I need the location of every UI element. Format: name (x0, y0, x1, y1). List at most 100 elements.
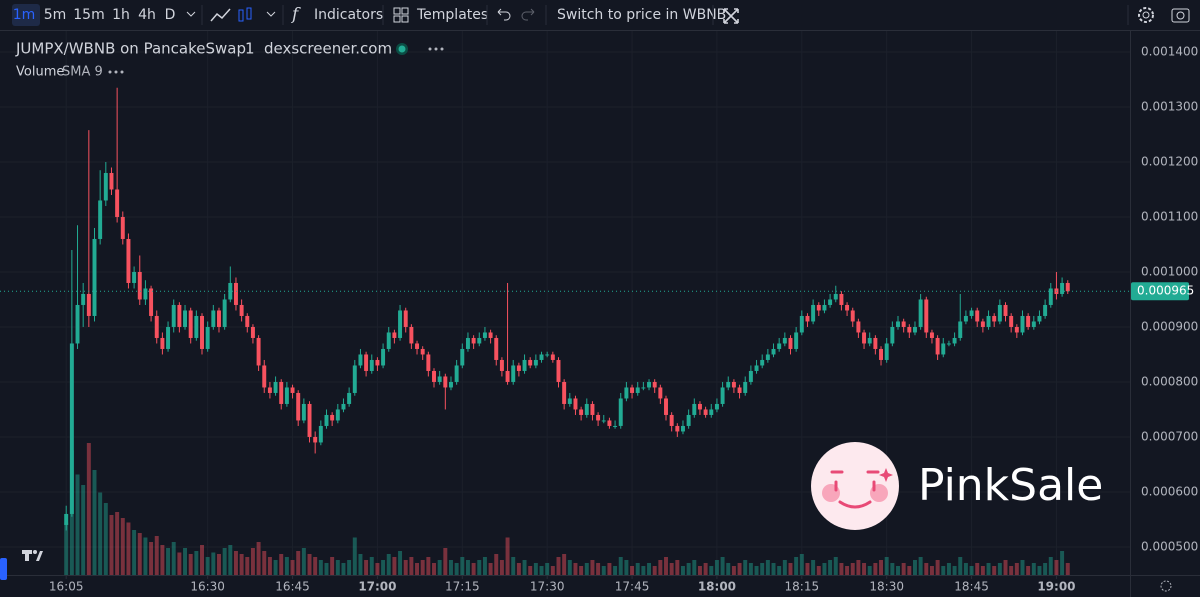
x-tick-label: 16:30 (190, 580, 225, 594)
chevron[interactable] (266, 11, 276, 17)
interval-button[interactable]: 15m (73, 7, 104, 23)
volume-bar (618, 557, 623, 575)
axis-settings-icon[interactable] (1160, 580, 1172, 592)
screenshot-icon[interactable] (1171, 8, 1190, 23)
volume-bar (228, 545, 233, 575)
volume-bar (245, 557, 250, 575)
candle-body (703, 409, 708, 415)
interval-button[interactable]: 5m (44, 7, 67, 23)
fullscreen-icon[interactable] (723, 8, 739, 24)
candle-body (811, 304, 816, 322)
interval-button[interactable]: 1h (112, 7, 130, 23)
candle-body (183, 310, 188, 327)
candle-body (516, 365, 521, 371)
chart-type-icon[interactable] (210, 8, 231, 22)
source-label: dexscreener.com (264, 40, 392, 58)
interval-button[interactable]: 1m (13, 7, 36, 23)
interval-button[interactable]: D (165, 7, 176, 23)
volume-bar (975, 563, 980, 575)
volume-bar (488, 563, 493, 575)
candle-body (907, 326, 912, 333)
candle-body (969, 310, 974, 316)
candle-body (573, 398, 578, 410)
candle-body (420, 348, 425, 355)
candle-body (556, 359, 561, 382)
volume-bar (267, 557, 272, 575)
candle-body (511, 365, 516, 382)
volume-bar (330, 557, 335, 575)
volume-bar (788, 563, 793, 575)
candle-body (986, 315, 991, 327)
volume-bar (929, 566, 934, 575)
candle-body (233, 282, 238, 305)
candle-body (284, 387, 289, 404)
candle-body (1065, 282, 1070, 292)
volume-bar (177, 552, 182, 575)
volume-bar (845, 566, 850, 575)
candle-body (1014, 326, 1019, 333)
x-tick-label: 18:15 (785, 580, 820, 594)
candle-body (946, 343, 951, 345)
volume-bar (765, 560, 770, 575)
volume-bar (669, 563, 674, 575)
volume-label: Volume (16, 65, 64, 80)
volume-bar (149, 542, 154, 575)
candle-body (465, 337, 470, 349)
volume-bar (296, 551, 301, 575)
candle-body (1031, 321, 1036, 327)
volume-bar (918, 557, 923, 575)
volume-bar (607, 563, 612, 575)
more-icon[interactable] (108, 70, 124, 74)
candle-icon[interactable] (238, 7, 252, 22)
candle-body (805, 315, 810, 322)
logo-face (830, 470, 880, 509)
volume-bar (392, 557, 397, 575)
volume-bar (239, 554, 244, 575)
candle-body (267, 387, 272, 393)
volume-bar (273, 560, 278, 575)
chevron[interactable] (186, 11, 196, 17)
candle-body (482, 332, 487, 338)
volume-bar (556, 557, 561, 575)
indicators-button[interactable]: Indicators (314, 7, 383, 23)
interval-button[interactable]: 4h (138, 7, 156, 23)
volume-bar (737, 563, 742, 575)
status-dot (398, 45, 406, 53)
switch-price-button[interactable]: Switch to price in WBNB (557, 7, 726, 23)
volume-bar (64, 522, 69, 575)
volume-bar (862, 563, 867, 575)
candle-body (896, 321, 900, 327)
candle-body (912, 326, 917, 333)
volume-bar (471, 563, 476, 575)
candle-body (618, 398, 623, 426)
candle-body (217, 310, 221, 327)
candle-body (81, 293, 86, 305)
settings-icon[interactable] (1138, 7, 1154, 23)
undo-icon[interactable] (497, 8, 511, 21)
templates-icon[interactable] (393, 7, 409, 23)
y-tick-label: 0.001400 (1141, 44, 1198, 58)
volume-bar (443, 548, 448, 575)
templates-button[interactable]: Templates (416, 7, 488, 23)
volume-bar (1043, 563, 1048, 575)
more-icon[interactable] (428, 47, 444, 51)
volume-bar (907, 566, 912, 575)
volume-bar (714, 560, 719, 575)
candle-body (664, 398, 668, 415)
volume-bar (154, 536, 159, 575)
fx-icon[interactable]: f (290, 5, 301, 25)
volume-bar (1009, 566, 1014, 575)
volume-bar (562, 554, 567, 575)
y-tick-label: 0.000600 (1141, 484, 1198, 498)
side-tab[interactable] (0, 558, 7, 580)
volume-bar (997, 563, 1002, 575)
volume-bar (143, 537, 148, 575)
volume-bar (347, 560, 352, 575)
candle-body (675, 425, 680, 432)
volume-bar (946, 563, 951, 575)
candle-body (952, 337, 957, 344)
candle-body (760, 359, 765, 366)
volume-bar (958, 557, 963, 575)
volume-bar (567, 560, 572, 575)
